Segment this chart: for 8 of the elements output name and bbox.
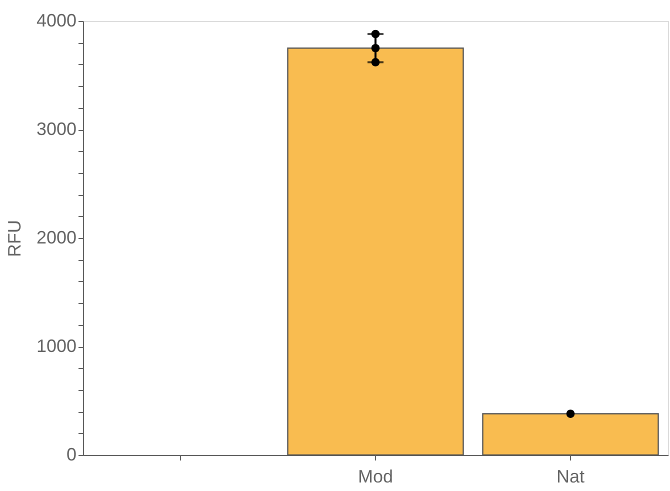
x-tick-label: Nat (556, 466, 585, 486)
y-tick-label: 3000 (36, 119, 76, 139)
x-tick-label: Mod (358, 466, 394, 486)
y-tick-label: 0 (66, 444, 76, 464)
y-tick-label: 1000 (36, 336, 76, 356)
y-tick-label: 4000 (36, 10, 76, 30)
y-axis-title: RFU (4, 220, 24, 257)
y-tick-label: 2000 (36, 228, 76, 248)
